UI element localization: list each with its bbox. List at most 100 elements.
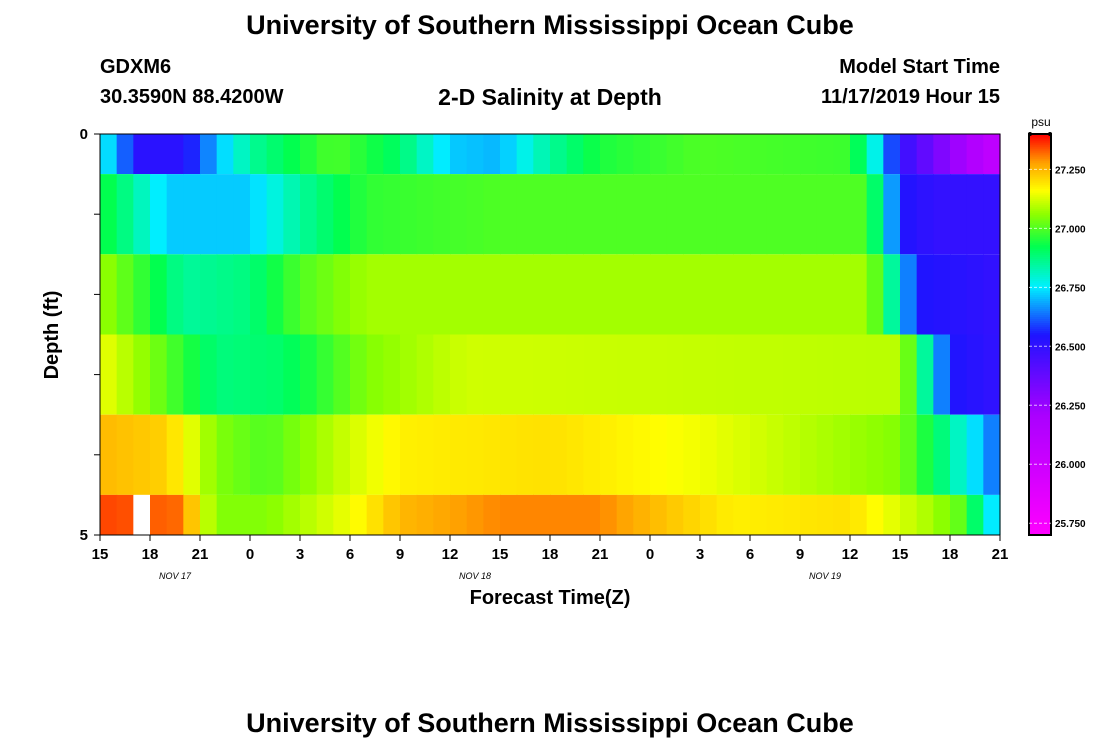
heatmap-cell — [616, 174, 634, 255]
heatmap-cell — [916, 334, 934, 415]
heatmap-cell — [500, 134, 518, 175]
colorbar-segment — [1029, 178, 1051, 181]
colorbar-segment — [1029, 510, 1051, 514]
colorbar-segment — [1029, 352, 1051, 356]
colorbar-segment — [1029, 160, 1051, 163]
heatmap-cell — [883, 494, 901, 535]
heatmap-cell — [333, 334, 351, 415]
heatmap-cell — [533, 414, 551, 495]
colorbar-segment — [1029, 516, 1051, 520]
colorbar-segment — [1029, 528, 1051, 532]
heatmap-cell — [183, 174, 201, 255]
colorbar-marker — [1028, 132, 1032, 136]
heatmap-cell — [383, 174, 401, 255]
heatmap-cell — [266, 254, 284, 335]
heatmap-cell — [366, 494, 384, 535]
heatmap-cell — [450, 174, 468, 255]
heatmap-cell — [466, 334, 484, 415]
colorbar-segment — [1029, 424, 1051, 428]
heatmap-cell — [233, 414, 251, 495]
y-tick-label: 0 — [80, 126, 88, 143]
colorbar-segment — [1029, 458, 1051, 462]
heatmap-cell — [866, 174, 884, 255]
heatmap-cell — [416, 414, 434, 495]
colorbar-segment — [1029, 214, 1051, 217]
heatmap-cell — [333, 414, 351, 495]
colorbar-segment — [1029, 382, 1051, 386]
heatmap-cell — [700, 414, 718, 495]
heatmap-cell — [933, 254, 951, 335]
heatmap-cell — [233, 494, 251, 535]
heatmap-cell — [500, 414, 518, 495]
heatmap-cell — [566, 254, 584, 335]
colorbar-segment — [1029, 488, 1051, 492]
heatmap-cell — [733, 414, 751, 495]
heatmap-cell — [833, 254, 851, 335]
heatmap-cell — [366, 134, 384, 175]
colorbar-segment — [1029, 164, 1051, 167]
colorbar-segment — [1029, 364, 1051, 368]
colorbar-segment — [1029, 394, 1051, 398]
heatmap-cell — [550, 334, 568, 415]
heatmap-cell — [516, 254, 534, 335]
colorbar-segment — [1029, 368, 1051, 372]
heatmap-cell — [450, 494, 468, 535]
plot-title: 2-D Salinity at Depth — [438, 84, 662, 110]
colorbar-segment — [1029, 180, 1051, 183]
colorbar-segment — [1029, 230, 1051, 233]
page-title: University of Southern Mississippi Ocean… — [246, 10, 854, 40]
heatmap-cell — [750, 134, 768, 175]
heatmap-cell — [283, 134, 301, 175]
heatmap-cell — [816, 254, 834, 335]
colorbar-segment — [1029, 336, 1051, 340]
y-tick-label: 5 — [80, 527, 88, 544]
heatmap-cell — [550, 414, 568, 495]
heatmap-cell — [133, 334, 151, 415]
station-coordinates: 30.3590N 88.4200W — [100, 86, 284, 108]
heatmap-cell — [783, 414, 801, 495]
colorbar-segment — [1029, 280, 1051, 283]
colorbar-segment — [1029, 362, 1051, 366]
colorbar-segment — [1029, 440, 1051, 444]
heatmap-cell — [800, 134, 818, 175]
heatmap-cell — [250, 334, 268, 415]
colorbar-segment — [1029, 430, 1051, 434]
colorbar-segment — [1029, 476, 1051, 480]
heatmap-cell — [800, 254, 818, 335]
colorbar-segment — [1029, 498, 1051, 502]
colorbar-segment — [1029, 318, 1051, 322]
heatmap-cell — [833, 334, 851, 415]
x-tick-label: 12 — [842, 546, 859, 563]
heatmap-cell — [100, 134, 118, 175]
heatmap-cell — [266, 334, 284, 415]
heatmap-cell — [350, 494, 368, 535]
heatmap-cell — [366, 414, 384, 495]
x-tick-label: 0 — [646, 546, 654, 563]
heatmap-cell — [716, 254, 734, 335]
colorbar-segment — [1029, 416, 1051, 420]
colorbar-segment — [1029, 470, 1051, 474]
colorbar-segment — [1029, 304, 1051, 308]
heatmap-cell — [800, 494, 818, 535]
heatmap-cell — [316, 134, 334, 175]
colorbar-segment — [1029, 412, 1051, 416]
heatmap-cell — [533, 494, 551, 535]
colorbar-tick-label: 26.500 — [1055, 342, 1086, 353]
colorbar-segment — [1029, 448, 1051, 452]
heatmap-cell — [650, 134, 668, 175]
heatmap-cell — [516, 134, 534, 175]
heatmap-cell — [633, 134, 651, 175]
heatmap-cell — [900, 174, 918, 255]
heatmap-cell — [483, 334, 501, 415]
heatmap-cell — [700, 254, 718, 335]
colorbar-segment — [1029, 388, 1051, 392]
heatmap-cell — [183, 414, 201, 495]
colorbar-segment — [1029, 316, 1051, 320]
heatmap-cell — [116, 254, 134, 335]
heatmap-cell — [200, 254, 218, 335]
heatmap-cell — [366, 174, 384, 255]
heatmap-cell — [533, 174, 551, 255]
colorbar-segment — [1029, 198, 1051, 201]
heatmap-cell — [266, 174, 284, 255]
